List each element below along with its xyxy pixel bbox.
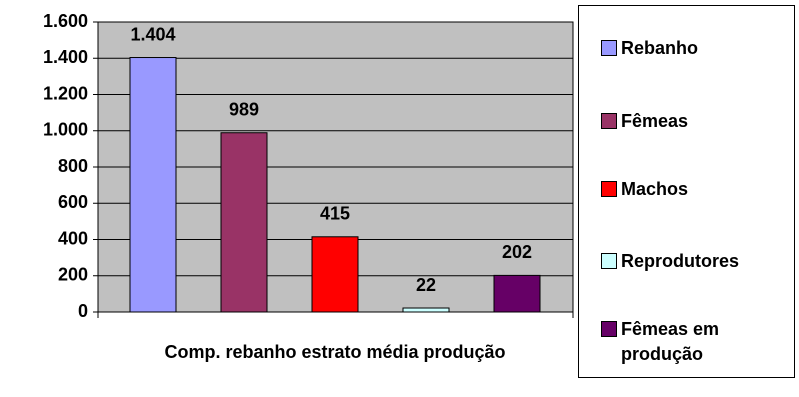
y-tick-label: 1.600: [43, 11, 88, 31]
bar: [129, 57, 177, 313]
legend-label: Machos: [621, 179, 689, 199]
y-tick-label: 200: [58, 265, 88, 285]
x-axis-title: Comp. rebanho estrato média produção: [164, 342, 506, 362]
data-label: 415: [320, 204, 350, 224]
y-tick-label: 1.200: [43, 83, 88, 103]
legend-entry: Machos: [601, 177, 789, 202]
data-label: 202: [502, 242, 532, 262]
legend-label: Reprodutores: [621, 251, 740, 271]
bar: [402, 307, 450, 313]
y-tick-label: 600: [58, 192, 88, 212]
y-tick-label: 1.000: [43, 120, 88, 140]
legend-label: Fêmeas em produção: [621, 319, 720, 364]
data-label: 989: [229, 99, 259, 119]
y-tick-label: 400: [58, 228, 88, 248]
data-label: 22: [416, 275, 436, 295]
legend-label: Rebanho: [621, 38, 699, 58]
legend-entry: Rebanho: [601, 36, 789, 61]
y-tick-label: 0: [78, 301, 88, 321]
legend-swatch: [601, 253, 617, 269]
legend-swatch: [601, 321, 617, 337]
legend-swatch: [601, 40, 617, 56]
legend-swatch: [601, 113, 617, 129]
legend-entry: Reprodutores: [601, 249, 789, 274]
legend-swatch: [601, 181, 617, 197]
legend: Rebanho Fêmeas Machos Reprodutores Fêmeas em…: [578, 5, 795, 378]
bar: [311, 236, 359, 313]
y-tick-label: 800: [58, 156, 88, 176]
data-label: 1.404: [130, 24, 175, 44]
legend-entry: Fêmeas em produção: [601, 317, 789, 367]
y-tick-label: 1.400: [43, 47, 88, 67]
bar: [493, 274, 541, 313]
legend-label: Fêmeas: [621, 111, 689, 131]
legend-entry: Fêmeas: [601, 109, 789, 134]
bar: [220, 132, 268, 313]
